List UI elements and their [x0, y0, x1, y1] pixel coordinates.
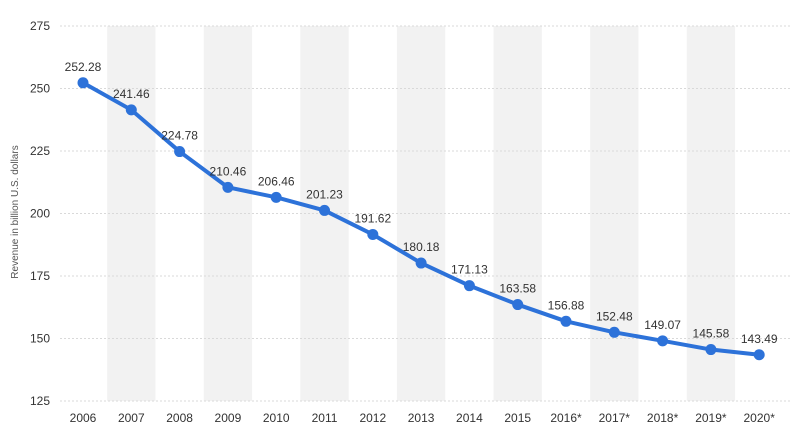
data-label: 210.46: [210, 164, 247, 178]
y-tick-label: 250: [30, 82, 50, 96]
y-tick-label: 125: [30, 394, 50, 408]
y-axis-title: Revenue in billion U.S. dollars: [10, 145, 21, 278]
data-points: [77, 77, 765, 361]
data-label: 241.46: [113, 87, 150, 101]
data-label: 143.49: [741, 332, 778, 346]
data-point: [270, 191, 282, 203]
data-label: 152.48: [596, 309, 633, 323]
x-tick-label: 2007: [118, 411, 145, 425]
x-tick-label: 2010: [263, 411, 290, 425]
data-point: [319, 204, 330, 216]
data-label: 163.58: [499, 282, 536, 296]
y-tick-label: 225: [30, 144, 50, 158]
x-tick-label: 2009: [215, 411, 242, 425]
y-axis-ticks: 125 150 175 200 225 250 275: [30, 19, 50, 408]
x-tick-label: 2015: [504, 411, 531, 425]
x-tick-label: 2016*: [550, 411, 582, 425]
data-label: 156.88: [548, 298, 585, 312]
x-tick-label: 2017*: [599, 411, 631, 425]
x-tick-label: 2006: [70, 411, 97, 425]
x-tick-label: 2014: [456, 411, 483, 425]
data-label: 191.62: [354, 211, 391, 225]
data-label: 206.46: [258, 174, 295, 188]
data-label: 224.78: [161, 129, 198, 143]
y-tick-label: 175: [30, 269, 50, 283]
data-point: [705, 344, 717, 356]
data-label: 149.07: [644, 318, 681, 332]
x-tick-label: 2013: [408, 411, 435, 425]
column-band: [590, 26, 639, 401]
data-point: [463, 280, 475, 292]
data-label: 171.13: [451, 263, 488, 277]
data-point: [125, 104, 137, 116]
x-tick-label: 2018*: [647, 411, 679, 425]
y-tick-label: 275: [30, 19, 50, 33]
data-point: [657, 335, 669, 347]
data-point: [608, 326, 620, 338]
x-tick-label: 2020*: [744, 411, 776, 425]
x-tick-label: 2008: [166, 411, 193, 425]
data-point: [222, 181, 234, 193]
data-point: [560, 315, 572, 327]
column-band: [686, 26, 736, 401]
data-label: 145.58: [693, 327, 730, 341]
data-point: [512, 299, 524, 311]
y-tick-label: 150: [30, 332, 50, 346]
data-point: [367, 228, 379, 240]
gridlines: [60, 25, 790, 402]
data-label: 252.28: [65, 60, 102, 74]
data-labels: 252.28 241.46 224.78 210.46 206.46 201.23 191.…: [65, 60, 778, 346]
column-band: [107, 26, 156, 401]
data-point: [174, 146, 186, 158]
data-label: 201.23: [306, 187, 343, 201]
x-tick-label: 2019*: [695, 411, 727, 425]
x-tick-label: 2012: [359, 411, 386, 425]
data-point: [77, 77, 89, 89]
data-label: 180.18: [403, 240, 440, 254]
x-axis-ticks: 2006 2007 2008 2009 2010 2011 2012 2013 2014 2015…: [70, 411, 776, 425]
y-tick-label: 200: [30, 207, 50, 221]
data-point: [415, 257, 427, 269]
x-tick-label: 2011: [312, 411, 338, 425]
data-point: [753, 349, 765, 361]
